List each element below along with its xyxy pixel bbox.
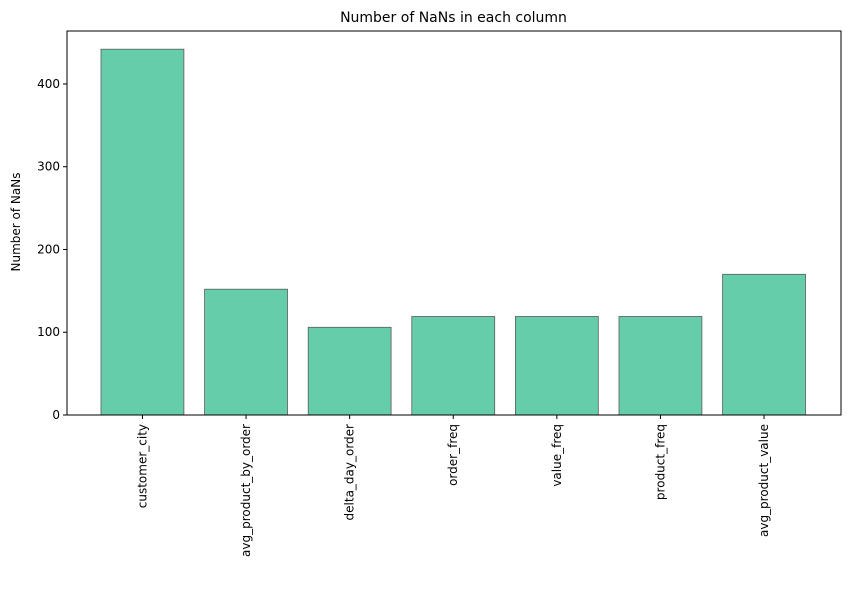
x-tick-label: value_freq — [550, 424, 564, 487]
bar-avg_product_by_order — [204, 288, 288, 416]
plot-frame — [66, 30, 842, 416]
bar-order_freq — [411, 316, 496, 416]
bars-group — [100, 48, 806, 416]
bar-product_freq — [618, 316, 703, 416]
x-axis-ticks: customer_city avg_product_by_order delta_d… — [135, 415, 771, 557]
bar-avg_product_value — [722, 273, 806, 416]
x-tick-label: customer_city — [135, 424, 149, 508]
y-tick-label: 0 — [52, 408, 60, 422]
x-tick-label: delta_day_order — [343, 424, 357, 521]
y-tick-label: 200 — [37, 243, 60, 257]
x-tick-label: order_freq — [446, 424, 460, 486]
y-axis-label: Number of NaNs — [9, 173, 23, 272]
y-axis-ticks: 0 100 200 300 400 — [37, 77, 67, 422]
x-tick-label: avg_product_by_order — [239, 424, 253, 557]
bar-delta_day_order — [307, 326, 392, 416]
chart-title: Number of NaNs in each column — [340, 10, 567, 26]
x-tick-label: product_freq — [654, 424, 668, 500]
x-tick-label: avg_product_value — [757, 424, 771, 537]
bar-value_freq — [515, 316, 599, 416]
y-tick-label: 400 — [37, 77, 60, 91]
y-tick-label: 100 — [37, 325, 60, 339]
y-tick-label: 300 — [37, 160, 60, 174]
bar-customer_city — [100, 48, 185, 416]
